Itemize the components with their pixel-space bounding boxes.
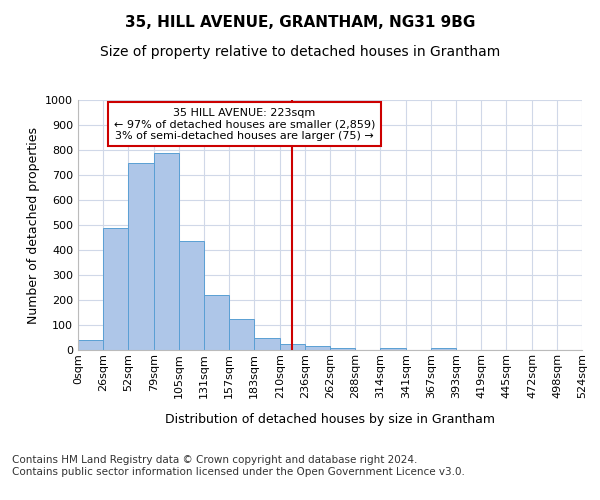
Bar	[204, 295, 229, 350]
Text: 35, HILL AVENUE, GRANTHAM, NG31 9BG: 35, HILL AVENUE, GRANTHAM, NG31 9BG	[125, 15, 475, 30]
Bar	[103, 228, 128, 350]
Bar	[128, 162, 154, 350]
Text: Distribution of detached houses by size in Grantham: Distribution of detached houses by size …	[165, 412, 495, 426]
Bar	[229, 319, 254, 350]
Bar	[380, 348, 406, 350]
Bar	[431, 348, 456, 350]
Bar	[154, 152, 179, 350]
Bar	[305, 346, 330, 350]
Text: 35 HILL AVENUE: 223sqm
← 97% of detached houses are smaller (2,859)
3% of semi-d: 35 HILL AVENUE: 223sqm ← 97% of detached…	[113, 108, 375, 140]
Y-axis label: Number of detached properties: Number of detached properties	[26, 126, 40, 324]
Text: Contains HM Land Registry data © Crown copyright and database right 2024.
Contai: Contains HM Land Registry data © Crown c…	[12, 455, 465, 476]
Bar	[78, 340, 103, 350]
Bar	[179, 242, 204, 350]
Text: Size of property relative to detached houses in Grantham: Size of property relative to detached ho…	[100, 45, 500, 59]
Bar	[330, 348, 355, 350]
Bar	[254, 338, 280, 350]
Bar	[280, 344, 305, 350]
